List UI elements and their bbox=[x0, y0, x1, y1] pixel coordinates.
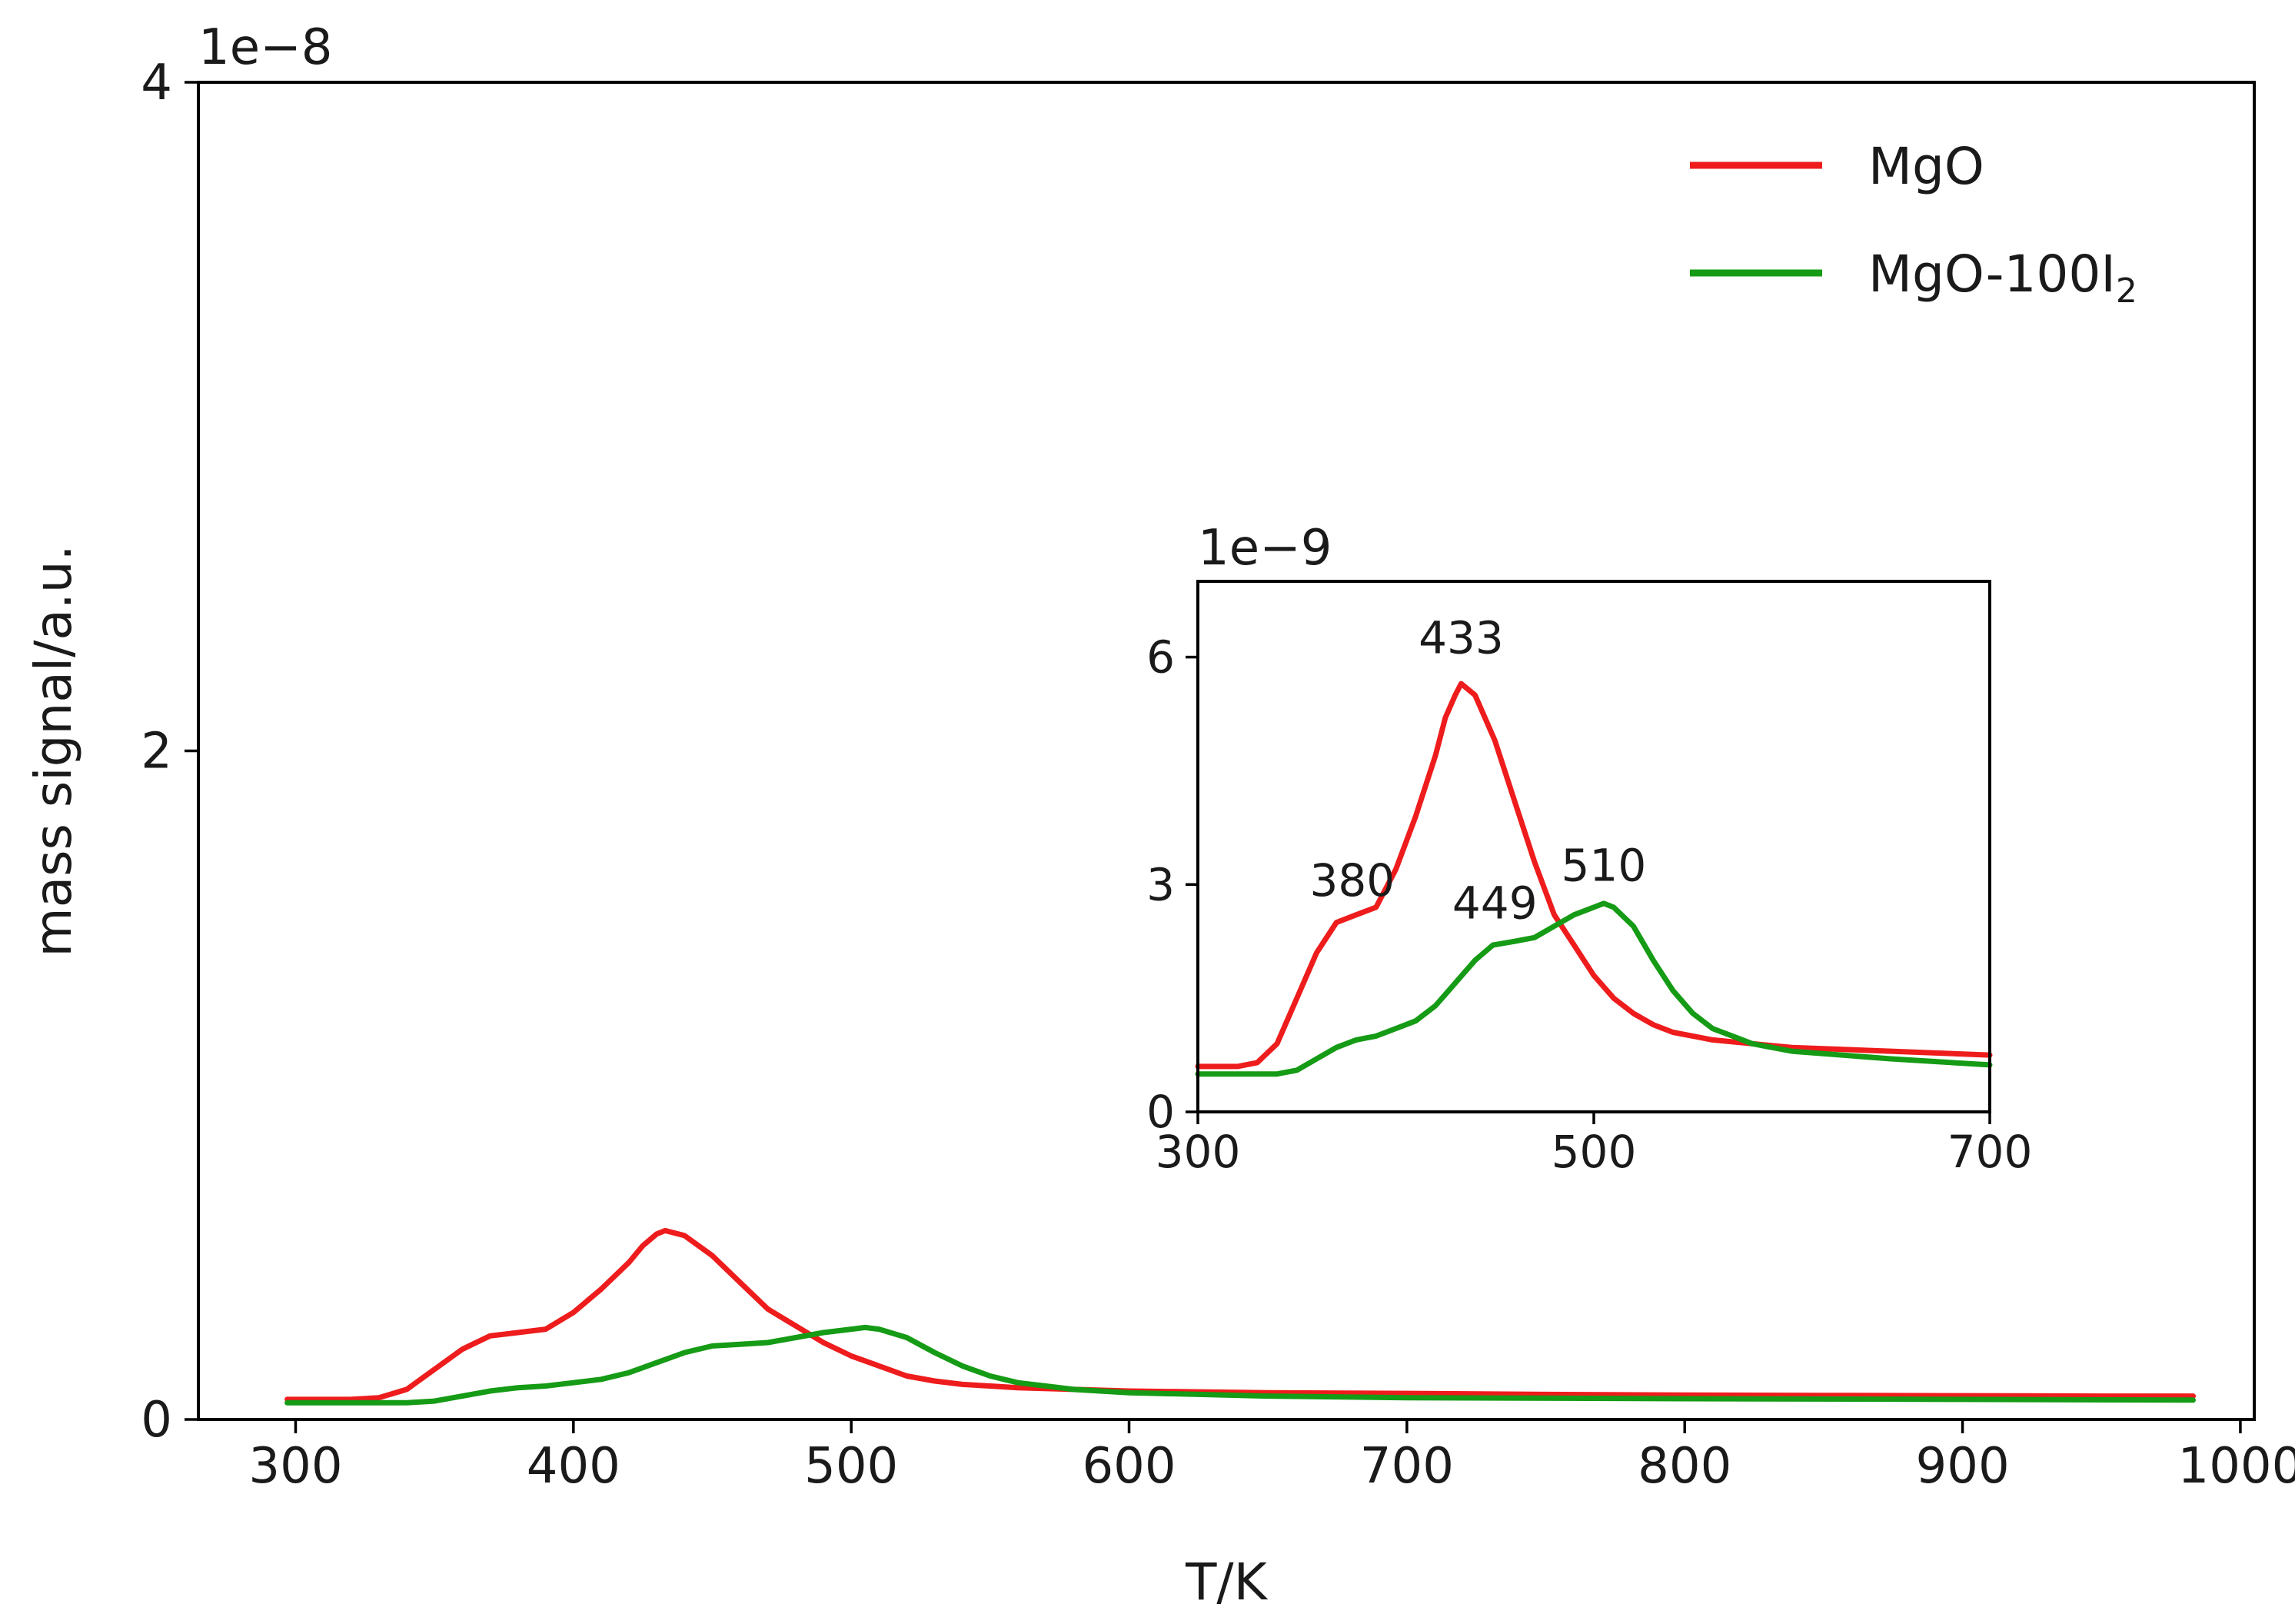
main-y-tick-label: 4 bbox=[141, 55, 172, 111]
main-plot: 300 400 500 600 700 800 900 1000 0 2 4 1e−8 T/K mass … bbox=[24, 19, 2295, 1612]
main-series-mgo-100i2 bbox=[284, 1324, 2196, 1406]
inset-background bbox=[1198, 581, 1990, 1112]
inset-y-tick-label: 3 bbox=[1146, 858, 1175, 910]
inset-y-offset-label: 1e−9 bbox=[1198, 520, 1332, 577]
inset-peak-annotation: 510 bbox=[1562, 839, 1647, 891]
inset-series-mgo-100i2 bbox=[1195, 900, 1993, 1077]
legend: MgO MgO-100I2 bbox=[1690, 137, 2137, 311]
inset-peak-annotation: 380 bbox=[1309, 854, 1395, 907]
main-x-axis-label: T/K bbox=[1185, 1552, 1269, 1612]
main-x-tick-label: 600 bbox=[1082, 1438, 1176, 1495]
legend-label: MgO bbox=[1868, 137, 1984, 196]
inset-peak-annotation: 449 bbox=[1452, 877, 1538, 930]
main-x-tick-label: 900 bbox=[1916, 1438, 2010, 1495]
legend-label: MgO-100I2 bbox=[1868, 245, 2137, 311]
inset-series-mgo bbox=[1195, 681, 1993, 1070]
main-y-tick-label: 2 bbox=[141, 724, 172, 780]
inset-x-tick-label: 300 bbox=[1156, 1126, 1241, 1178]
main-x-tick-label: 400 bbox=[527, 1438, 620, 1495]
main-y-axis-label: mass signal/a.u. bbox=[24, 544, 83, 957]
inset-x-tick-label: 700 bbox=[1947, 1126, 2033, 1178]
main-x-tick-label: 800 bbox=[1638, 1438, 1731, 1495]
main-x-tick-label: 500 bbox=[804, 1438, 898, 1495]
main-y-tick-label: 0 bbox=[141, 1392, 172, 1449]
inset-x-tick-label: 500 bbox=[1552, 1126, 1637, 1178]
inset-peak-annotation: 433 bbox=[1419, 612, 1504, 664]
main-y-offset-label: 1e−8 bbox=[198, 19, 332, 76]
inset-y-tick-label: 0 bbox=[1146, 1086, 1175, 1138]
inset-plot: 300 500 700 0 3 6 1e−9 433 380 449 510 bbox=[1146, 520, 2032, 1178]
legend-label-subscript: 2 bbox=[2116, 271, 2137, 311]
main-x-tick-label: 300 bbox=[248, 1438, 342, 1495]
main-x-tick-label: 1000 bbox=[2177, 1438, 2295, 1495]
inset-y-tick-label: 6 bbox=[1146, 631, 1175, 684]
legend-label-text: MgO bbox=[1868, 137, 1984, 196]
legend-label-text: MgO-100I bbox=[1868, 245, 2116, 304]
main-series-mgo bbox=[284, 1227, 2196, 1403]
main-x-tick-label: 700 bbox=[1360, 1438, 1454, 1495]
